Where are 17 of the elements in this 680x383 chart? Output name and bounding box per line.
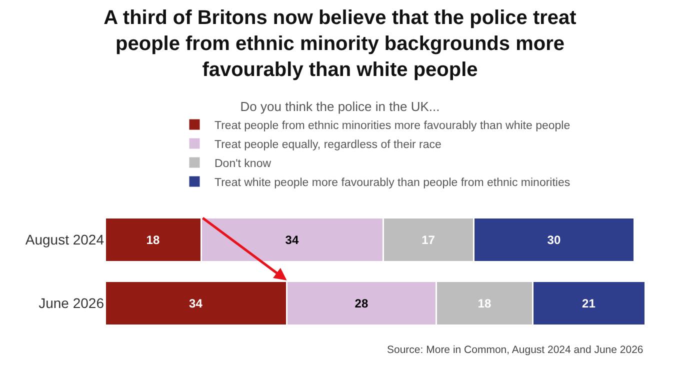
- legend-label: Treat people equally, regardless of their race: [214, 138, 442, 151]
- data-label: 18: [478, 296, 492, 310]
- data-label: 18: [146, 232, 160, 247]
- data-label: 17: [422, 232, 436, 247]
- data-label: 21: [582, 296, 596, 310]
- data-label: 30: [547, 232, 561, 247]
- legend-label: Treat people from ethnic minorities more favourably than white people: [214, 120, 570, 132]
- legend-label: Don't know: [214, 158, 272, 170]
- data-label: 28: [354, 296, 368, 310]
- chart-subtitle: Do you think the police in the UK...: [240, 98, 440, 114]
- data-label: 34: [285, 232, 299, 247]
- y-tick-label: June 2026: [38, 295, 104, 312]
- data-label: 34: [189, 296, 203, 310]
- chart-title: A third of Britons now believe that the police treat people from ethnic minority backgrounds more favourably than white people: [104, 7, 577, 81]
- source-note: Source: More in Common, August 2024 and June 2026: [387, 344, 644, 356]
- legend-label: Treat white people more favourably than people from ethnic minorities: [214, 176, 570, 189]
- y-tick-label: August 2024: [25, 232, 104, 248]
